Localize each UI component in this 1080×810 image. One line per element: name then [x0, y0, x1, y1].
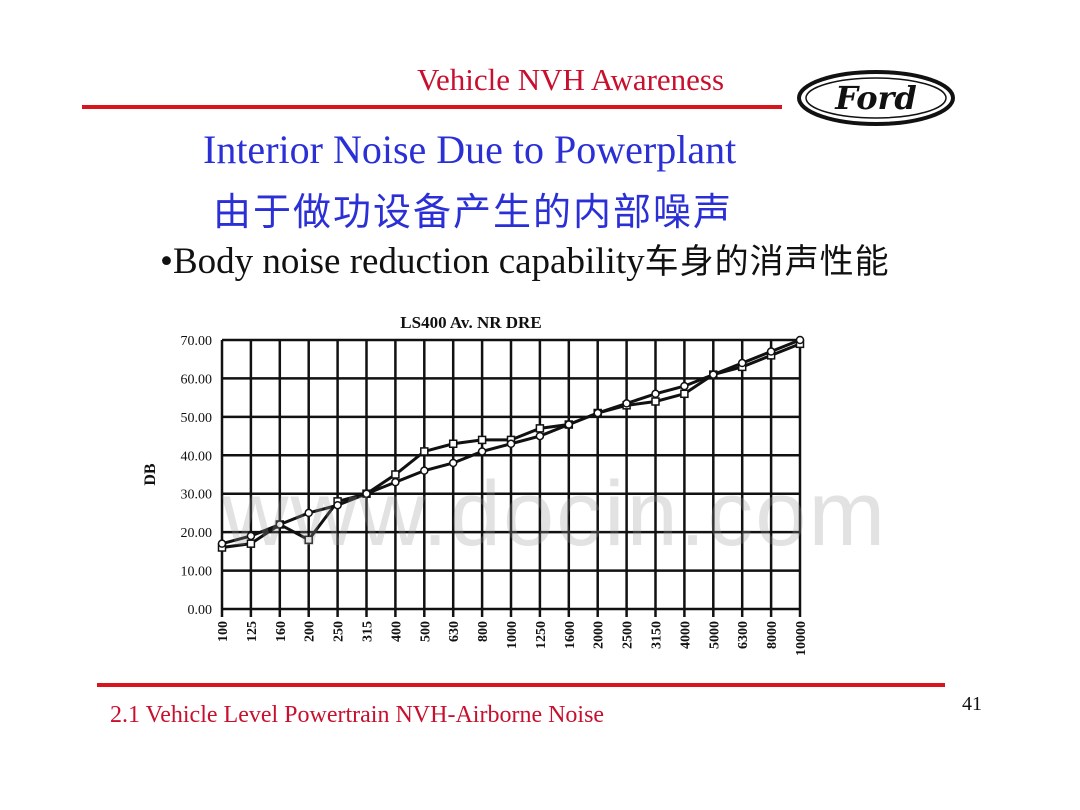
x-tick-label: 500	[418, 621, 433, 642]
data-point	[709, 370, 718, 379]
data-point	[622, 399, 631, 408]
header-title: Vehicle NVH Awareness	[417, 62, 725, 97]
x-tick-label: 10000	[794, 621, 809, 656]
data-point	[651, 397, 660, 406]
y-tick-label: 20.00	[181, 526, 213, 541]
x-tick-label: 315	[361, 621, 376, 642]
y-axis-label: DB	[142, 463, 159, 486]
x-tick-label: 6300	[736, 621, 751, 649]
logo-text: Ford	[834, 79, 917, 117]
data-point	[333, 500, 342, 510]
x-tick-label: 8000	[765, 621, 780, 649]
x-tick-label: 400	[389, 621, 404, 642]
x-tick-label: 250	[332, 621, 347, 642]
data-point	[766, 347, 776, 356]
y-tick-label: 50.00	[181, 411, 213, 426]
x-tick-label: 100	[216, 621, 231, 642]
ford-logo-icon: Ford	[797, 70, 955, 126]
watermark: www.docin.com	[222, 463, 888, 565]
data-point	[564, 420, 574, 429]
page-number: 41	[962, 693, 982, 715]
x-tick-label: 1600	[563, 621, 578, 649]
data-point	[593, 408, 602, 418]
x-tick-label: 200	[303, 621, 318, 642]
x-tick-label: 1250	[534, 621, 549, 649]
x-tick-label: 3150	[650, 621, 665, 649]
x-tick-label: 160	[274, 621, 289, 642]
data-point	[535, 431, 545, 441]
data-point	[448, 458, 458, 468]
x-tick-label: 4000	[678, 621, 693, 649]
y-tick-label: 70.00	[181, 334, 213, 349]
bullet-text-cn: 车身的消声性能	[644, 242, 890, 282]
data-point	[420, 466, 429, 475]
line-chart: LS400 Av. NR DRE DB 0.00 10.00 20.00 30.00 40.…	[142, 313, 809, 656]
y-tick-label: 60.00	[181, 372, 213, 387]
data-point	[680, 389, 689, 399]
y-tick-label: 10.00	[181, 565, 213, 580]
y-tick-label: 30.00	[181, 488, 213, 503]
data-point	[535, 424, 545, 433]
data-point	[477, 435, 487, 445]
slide-title: Interior Noise Due to Powerplant	[203, 127, 737, 172]
chart-title: LS400 Av. NR DRE	[400, 313, 541, 332]
data-point	[506, 439, 516, 449]
data-point	[680, 381, 689, 391]
y-tick-label: 0.00	[188, 603, 213, 618]
header-divider	[82, 105, 782, 109]
data-point	[420, 447, 429, 456]
x-tick-label: 800	[476, 621, 491, 642]
x-tick-label: 1000	[505, 621, 520, 649]
bullet-point: •Body noise reduction capability车身的消声性能	[160, 234, 890, 283]
x-tick-label: 2000	[592, 621, 607, 649]
data-point	[448, 439, 458, 449]
footer-divider	[97, 683, 945, 687]
slide-subtitle: 由于做功设备产生的内部噪声	[213, 190, 734, 234]
data-point	[737, 358, 747, 368]
x-tick-label: 630	[447, 621, 462, 642]
data-point	[275, 520, 285, 529]
data-point	[304, 535, 313, 545]
data-point	[391, 477, 400, 487]
bullet-text-en: •Body noise reduction capability	[160, 241, 645, 282]
data-point	[477, 447, 487, 456]
data-point	[217, 539, 227, 548]
data-point	[362, 489, 371, 498]
x-tick-label: 5000	[707, 621, 722, 649]
chart-container: LS400 Av. NR DRE DB 0.00 10.00 20.00 30.00 40.…	[135, 308, 835, 670]
data-point	[651, 389, 660, 399]
footer-text: 2.1 Vehicle Level Powertrain NVH-Airborn…	[110, 702, 605, 728]
data-point	[304, 508, 313, 518]
x-tick-label: 125	[245, 621, 260, 642]
x-tick-label: 2500	[621, 621, 636, 649]
data-point	[246, 531, 256, 541]
data-point	[795, 335, 805, 345]
y-tick-label: 40.00	[181, 449, 213, 464]
